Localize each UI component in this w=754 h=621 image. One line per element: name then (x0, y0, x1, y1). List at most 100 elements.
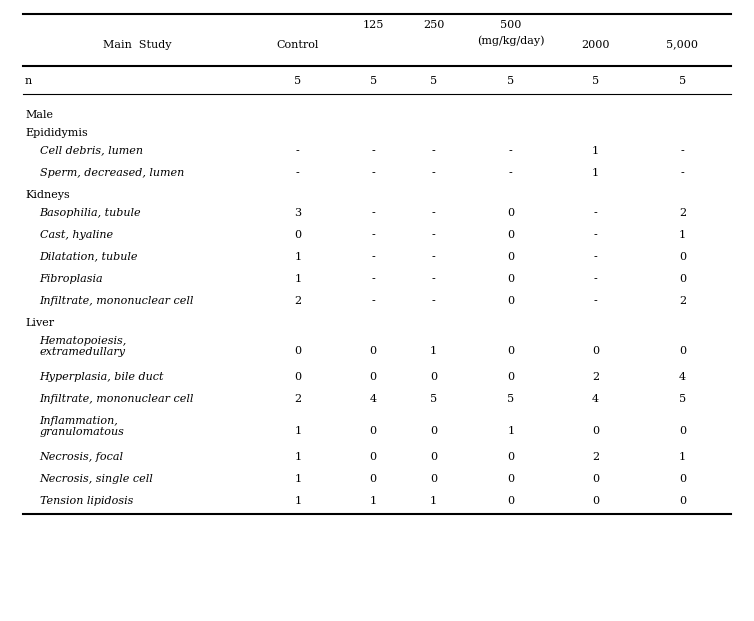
Text: 1: 1 (294, 252, 302, 261)
Text: 0: 0 (507, 274, 514, 284)
Text: 4: 4 (679, 371, 686, 382)
Text: Infiltrate, mononuclear cell: Infiltrate, mononuclear cell (40, 296, 194, 306)
Text: Inflammation,
granulomatous: Inflammation, granulomatous (40, 415, 124, 437)
Text: 1: 1 (294, 451, 302, 461)
Text: 0: 0 (294, 230, 302, 240)
Text: 0: 0 (294, 371, 302, 382)
Text: -: - (372, 207, 375, 218)
Text: Hematopoiesis,
extramedullary: Hematopoiesis, extramedullary (40, 336, 127, 357)
Text: 5: 5 (592, 76, 599, 86)
Text: 4: 4 (592, 394, 599, 404)
Text: 0: 0 (679, 496, 686, 505)
Text: n: n (25, 76, 32, 86)
Text: 0: 0 (369, 346, 377, 356)
Text: (mg/kg/day): (mg/kg/day) (477, 35, 544, 46)
Text: Tension lipidosis: Tension lipidosis (40, 496, 133, 505)
Text: 0: 0 (294, 346, 302, 356)
Text: 0: 0 (507, 496, 514, 505)
Text: -: - (296, 168, 299, 178)
Text: 0: 0 (592, 474, 599, 484)
Text: 250: 250 (423, 20, 444, 30)
Text: -: - (594, 296, 597, 306)
Text: 0: 0 (507, 371, 514, 382)
Text: 1: 1 (679, 230, 686, 240)
Text: 0: 0 (679, 474, 686, 484)
Text: -: - (432, 296, 435, 306)
Text: 0: 0 (430, 474, 437, 484)
Text: -: - (681, 146, 684, 156)
Text: 0: 0 (430, 371, 437, 382)
Text: 1: 1 (294, 274, 302, 284)
Text: Hyperplasia, bile duct: Hyperplasia, bile duct (40, 371, 164, 382)
Text: 5: 5 (294, 76, 302, 86)
Text: Control: Control (277, 40, 319, 50)
Text: 5: 5 (507, 394, 514, 404)
Text: -: - (594, 274, 597, 284)
Text: 0: 0 (369, 451, 377, 461)
Text: -: - (594, 207, 597, 218)
Text: 0: 0 (507, 252, 514, 261)
Text: 3: 3 (294, 207, 302, 218)
Text: 0: 0 (430, 451, 437, 461)
Text: 0: 0 (430, 425, 437, 436)
Text: 2: 2 (294, 394, 302, 404)
Text: 5: 5 (369, 76, 377, 86)
Text: -: - (432, 207, 435, 218)
Text: -: - (372, 252, 375, 261)
Text: 0: 0 (679, 346, 686, 356)
Text: -: - (432, 146, 435, 156)
Text: 0: 0 (507, 451, 514, 461)
Text: 5: 5 (507, 76, 514, 86)
Text: 1: 1 (294, 474, 302, 484)
Text: -: - (296, 146, 299, 156)
Text: 4: 4 (369, 394, 377, 404)
Text: 2: 2 (679, 296, 686, 306)
Text: 0: 0 (507, 230, 514, 240)
Text: 1: 1 (592, 168, 599, 178)
Text: -: - (372, 230, 375, 240)
Text: 125: 125 (363, 20, 384, 30)
Text: Basophilia, tubule: Basophilia, tubule (40, 207, 141, 218)
Text: Liver: Liver (25, 318, 54, 328)
Text: 2: 2 (294, 296, 302, 306)
Text: 0: 0 (592, 346, 599, 356)
Text: Sperm, decreased, lumen: Sperm, decreased, lumen (40, 168, 184, 178)
Text: Necrosis, single cell: Necrosis, single cell (40, 474, 153, 484)
Text: -: - (372, 146, 375, 156)
Text: Cast, hyaline: Cast, hyaline (40, 230, 113, 240)
Text: 0: 0 (369, 474, 377, 484)
Text: -: - (509, 168, 513, 178)
Text: Dilatation, tubule: Dilatation, tubule (40, 252, 138, 261)
Text: Main  Study: Main Study (103, 40, 172, 50)
Text: 5: 5 (679, 394, 686, 404)
Text: 5,000: 5,000 (667, 40, 698, 50)
Text: 1: 1 (679, 451, 686, 461)
Text: -: - (594, 252, 597, 261)
Text: 0: 0 (369, 371, 377, 382)
Text: Necrosis, focal: Necrosis, focal (40, 451, 124, 461)
Text: -: - (372, 274, 375, 284)
Text: 0: 0 (507, 346, 514, 356)
Text: 0: 0 (507, 296, 514, 306)
Text: 0: 0 (507, 207, 514, 218)
Text: -: - (432, 230, 435, 240)
Text: -: - (432, 168, 435, 178)
Text: 1: 1 (294, 496, 302, 505)
Text: Kidneys: Kidneys (25, 189, 70, 200)
Text: -: - (681, 168, 684, 178)
Text: 500: 500 (500, 20, 522, 30)
Text: 2000: 2000 (581, 40, 610, 50)
Text: Fibroplasia: Fibroplasia (40, 274, 103, 284)
Text: -: - (432, 274, 435, 284)
Text: 2: 2 (592, 371, 599, 382)
Text: Male: Male (25, 110, 53, 120)
Text: 0: 0 (679, 252, 686, 261)
Text: Cell debris, lumen: Cell debris, lumen (40, 146, 143, 156)
Text: 0: 0 (679, 274, 686, 284)
Text: -: - (509, 146, 513, 156)
Text: 0: 0 (592, 496, 599, 505)
Text: 0: 0 (507, 474, 514, 484)
Text: -: - (372, 296, 375, 306)
Text: -: - (372, 168, 375, 178)
Text: 0: 0 (679, 425, 686, 436)
